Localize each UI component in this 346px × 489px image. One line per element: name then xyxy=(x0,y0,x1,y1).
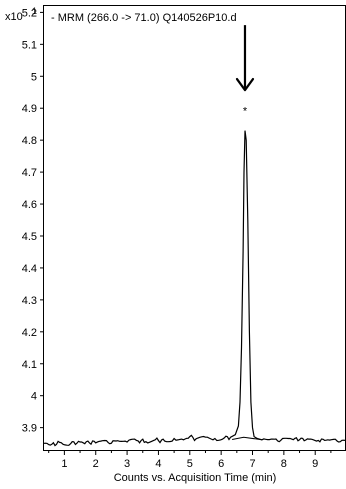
y-tick-label: 4.2 xyxy=(22,327,37,339)
series-layer: * xyxy=(43,25,346,447)
series-line xyxy=(43,130,346,447)
x-axis-title: Counts vs. Acquisition Time (min) xyxy=(114,472,277,484)
x-tick-label: 4 xyxy=(155,458,161,470)
y-tick-label: 4.9 xyxy=(22,103,37,115)
annotation-arrow-head xyxy=(235,77,255,92)
x-tick-label: 6 xyxy=(218,458,224,470)
y-tick-label: 4.6 xyxy=(22,199,37,211)
x-tick-label: 3 xyxy=(124,458,130,470)
x-axis-ticks: 1 2 3 4 5 6 7 8 9 xyxy=(48,450,332,470)
x-tick-label: 9 xyxy=(312,458,318,470)
x-tick-label: 5 xyxy=(187,458,193,470)
y-tick-label: 5 xyxy=(31,71,37,83)
x-tick-label: 1 xyxy=(61,458,67,470)
y-tick-label: 5.1 xyxy=(22,39,37,51)
y-tick-label: 4.1 xyxy=(22,359,37,371)
y-tick-label: 4 xyxy=(31,391,37,403)
x-tick-label: 7 xyxy=(249,458,255,470)
y-tick-label: 5.2 xyxy=(22,7,37,19)
y-axis-ticks: 3.9 4 4.1 4.2 4.3 4.4 4.5 4.6 4.7 4.8 4.9 5 5.1 5.2 xyxy=(22,7,44,435)
y-tick-label: 4.4 xyxy=(22,263,37,275)
chart-title: - MRM (266.0 -> 71.0) Q140526P10.d xyxy=(51,12,237,24)
y-tick-label: 4.3 xyxy=(22,295,37,307)
x-tick-label: 2 xyxy=(93,458,99,470)
y-multiplier-label: x10 xyxy=(5,11,23,23)
y-tick-label: 4.7 xyxy=(22,167,37,179)
integration-baseline xyxy=(232,436,262,441)
peak-marker: * xyxy=(243,106,248,118)
y-multiplier-exponent: 1 xyxy=(32,6,37,16)
y-tick-label: 4.5 xyxy=(22,231,37,243)
y-tick-label: 3.9 xyxy=(22,423,37,435)
y-tick-label: 4.8 xyxy=(22,135,37,147)
x-tick-label: 8 xyxy=(281,458,287,470)
plot-frame xyxy=(43,5,346,451)
